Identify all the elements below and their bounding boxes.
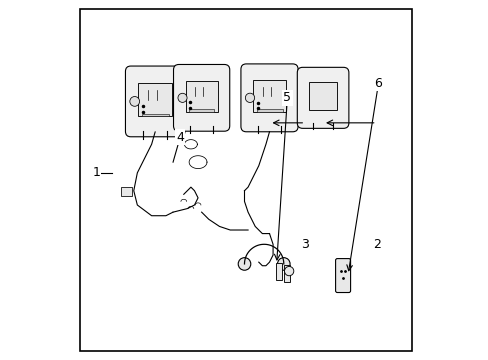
- Text: 3: 3: [301, 238, 308, 251]
- Circle shape: [284, 266, 293, 276]
- Bar: [253, 80, 285, 112]
- Bar: [256, 109, 282, 112]
- Circle shape: [277, 258, 289, 270]
- Text: 6: 6: [374, 77, 382, 90]
- Text: 2: 2: [372, 238, 380, 251]
- FancyBboxPatch shape: [173, 64, 229, 131]
- Text: 4: 4: [176, 131, 184, 144]
- Bar: [275, 263, 282, 280]
- Bar: [138, 83, 172, 116]
- Text: 1: 1: [92, 166, 100, 179]
- Bar: [308, 82, 337, 110]
- FancyBboxPatch shape: [335, 258, 350, 293]
- Bar: [188, 109, 214, 112]
- Bar: [121, 187, 132, 196]
- FancyBboxPatch shape: [125, 66, 184, 137]
- FancyBboxPatch shape: [241, 64, 298, 132]
- Circle shape: [238, 258, 250, 270]
- Bar: [141, 114, 168, 116]
- Bar: [185, 81, 217, 112]
- Bar: [283, 265, 289, 282]
- FancyBboxPatch shape: [297, 67, 348, 129]
- Circle shape: [130, 96, 139, 106]
- Circle shape: [178, 93, 187, 102]
- Circle shape: [245, 93, 254, 103]
- Text: 5: 5: [283, 91, 291, 104]
